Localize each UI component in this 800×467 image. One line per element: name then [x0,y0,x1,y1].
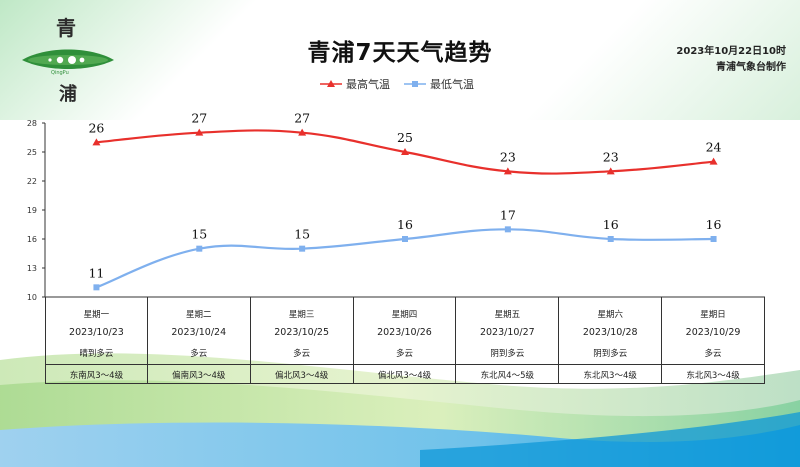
date-label: 2023/10/26 [377,327,432,338]
issuer: 青浦气象台制作 [716,62,786,73]
chart-title: 青浦7天天气趋势 [307,40,493,66]
day-label: 星期一 [83,310,110,320]
data-label-high: 24 [706,140,722,155]
logo-subtitle: QingPu [51,70,69,76]
bottom-wave-decoration [0,353,800,467]
day-label: 星期六 [597,310,623,320]
forecast-column: 星期日 2023/10/29 多云东北风3～4级 [662,297,765,383]
data-point-low [299,245,306,252]
legend-triangle-icon [320,78,342,90]
day-label: 星期日 [700,310,726,320]
y-tick-label: 10 [27,293,37,302]
data-label-high: 27 [191,111,207,126]
y-tick-label: 19 [27,206,37,215]
y-tick-label: 28 [27,119,37,128]
forecast-column: 星期五 2023/10/27 阴到多云东北风4～5级 [456,297,560,383]
table-divider-wind [45,364,765,365]
logo-leaf-icon [22,49,114,69]
wind-label: 偏南风3～4级 [172,371,226,381]
day-label: 星期三 [288,310,315,320]
forecast-column: 星期二 2023/10/24 多云偏南风3～4级 [148,297,251,383]
forecast-column: 星期六 2023/10/28 阴到多云东北风3～4级 [559,297,663,383]
logo-char-top: 青 [56,16,76,40]
weather-label: 晴到多云 [79,349,114,359]
y-tick-label: 22 [27,177,37,186]
data-point-low [607,236,614,242]
data-label-low: 15 [294,227,310,242]
wind-label: 东北风3～4级 [583,371,637,381]
legend-label-high: 最高气温 [346,78,390,91]
data-label-high: 27 [294,111,310,126]
data-point-high [606,167,615,175]
forecast-table: 星期一 2023/10/23 晴到多云东南风3～4级 星期二 2023/10/24 多云偏… [45,297,765,383]
data-label-low: 17 [500,207,516,222]
weather-label: 阴到多云 [593,349,628,359]
date-label: 2023/10/29 [685,327,741,338]
date-label: 2023/10/27 [479,327,535,338]
day-label: 星期五 [494,310,521,320]
data-point-low [504,226,511,233]
data-label-low: 16 [603,217,619,232]
y-tick-label: 16 [27,235,37,244]
y-tick-label: 13 [27,264,37,273]
forecast-column: 星期三 2023/10/25 多云偏北风3～4级 [251,297,354,383]
data-point-high [298,128,307,136]
data-point-low [402,236,408,242]
data-label-high: 23 [500,149,516,164]
wind-label: 偏北风3～4级 [377,371,432,381]
wind-label: 东北风3～4级 [686,371,740,381]
data-point-high [709,157,718,165]
date-label: 2023/10/24 [171,327,227,338]
data-point-high [195,128,204,136]
data-point-low [710,236,717,242]
data-point-low [196,245,203,252]
qingpu-logo: 青 QingPu 浦 [18,10,118,105]
chart-legend: 最高气温 最低气温 [320,76,488,92]
weather-label: 多云 [293,349,311,359]
wind-label: 东南风3～4级 [69,371,124,381]
data-label-high: 23 [603,149,619,164]
date-label: 2023/10/25 [274,327,329,338]
date-label: 2023/10/23 [69,327,124,338]
logo-char-bottom: 浦 [59,84,77,105]
date-label: 2023/10/28 [582,327,638,338]
weather-label: 多云 [395,349,413,359]
data-label-low: 16 [706,217,722,232]
weather-label: 阴到多云 [490,349,525,359]
legend-label-low: 最低气温 [430,78,474,91]
data-point-high [503,167,512,175]
legend-square-icon [404,78,426,90]
data-label-low: 15 [191,227,207,242]
data-label-high: 26 [88,120,104,135]
data-point-high [401,148,409,155]
data-label-low: 16 [397,217,413,232]
data-point-high [92,138,101,146]
legend-item-high: 最高气温 [320,76,390,92]
issue-time: 2023年10月22日10时 [676,46,786,57]
weather-label: 多云 [190,349,208,359]
forecast-column: 星期一 2023/10/23 晴到多云东南风3～4级 [45,297,148,383]
wind-label: 偏北风3～4级 [274,371,329,381]
data-label-high: 25 [397,130,413,145]
day-label: 星期四 [391,310,418,320]
header-background [0,0,800,120]
data-label-low: 11 [88,265,104,280]
legend-item-low: 最低气温 [404,76,474,92]
weather-label: 多云 [704,349,722,359]
y-tick-label: 25 [27,148,37,157]
day-label: 星期二 [186,310,212,320]
table-bottom-border [45,383,765,384]
forecast-column: 星期四 2023/10/26 多云偏北风3～4级 [354,297,457,383]
data-point-low [93,284,100,291]
issue-info: 2023年10月22日10时 青浦气象台制作 [676,44,786,76]
wind-label: 东北风4～5级 [480,371,534,381]
